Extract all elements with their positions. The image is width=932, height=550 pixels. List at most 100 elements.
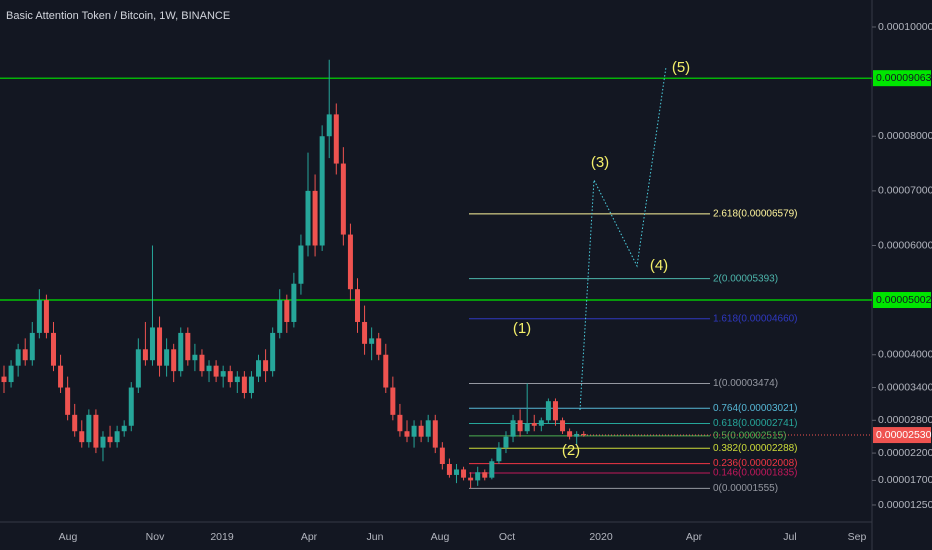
- candle-body: [220, 371, 226, 377]
- fib-label: 0(0.00001555): [713, 483, 778, 494]
- y-tick-label: 0.00004000: [878, 349, 932, 361]
- fib-label: 0.236(0.00002008): [713, 458, 798, 469]
- x-tick-label: Aug: [59, 531, 78, 543]
- candle-body: [178, 332, 184, 372]
- candle-body: [128, 387, 134, 426]
- candle-body: [531, 423, 537, 426]
- candle-body: [29, 332, 35, 361]
- candle-body: [277, 300, 283, 333]
- fib-label: 1.618(0.00004660): [713, 313, 798, 324]
- candle-body: [453, 469, 459, 475]
- candle-body: [340, 163, 346, 235]
- candle-body: [227, 371, 233, 383]
- fib-label: 2.618(0.00006579): [713, 209, 798, 220]
- candle-body: [574, 433, 580, 437]
- y-tick-label: 0.00010000: [878, 21, 932, 33]
- candle-body: [383, 354, 389, 388]
- candle-body: [157, 327, 163, 366]
- fib-label: 1(0.00003474): [713, 378, 778, 389]
- candle-body: [390, 387, 396, 415]
- x-tick-label: Jun: [367, 531, 384, 543]
- candle-body: [369, 338, 375, 344]
- candle-body: [517, 420, 523, 432]
- candle-body: [567, 431, 573, 437]
- x-tick-label: Oct: [499, 531, 515, 543]
- candle-body: [326, 114, 332, 137]
- wave-label: (1): [513, 320, 531, 337]
- y-tick-label: 0.00001250: [878, 499, 932, 511]
- candle-body: [418, 425, 424, 437]
- candle-body: [496, 447, 502, 462]
- candle-body: [241, 376, 247, 393]
- x-tick-label: Aug: [431, 531, 450, 543]
- candle-body: [171, 349, 177, 372]
- wave-label: (2): [562, 442, 580, 459]
- candle-body: [560, 420, 566, 432]
- candle-body: [185, 332, 191, 361]
- candle-body: [468, 477, 474, 481]
- candle-body: [355, 289, 360, 322]
- candle-body: [22, 349, 28, 361]
- candle-body: [36, 300, 42, 333]
- price-label-bg: [873, 70, 931, 87]
- candle-body: [142, 349, 148, 361]
- candle-body: [100, 436, 106, 448]
- candle-body: [333, 114, 339, 164]
- y-tick-label: 0.00003400: [878, 381, 932, 393]
- candle-body: [432, 420, 438, 448]
- candle-body: [538, 420, 544, 426]
- candle-body: [319, 136, 325, 246]
- x-tick-label: Sep: [848, 531, 867, 543]
- candle-body: [347, 234, 353, 290]
- fib-label: 0.146(0.00001835): [713, 468, 798, 479]
- price-label: 0.00009063: [876, 72, 932, 84]
- candle-body: [510, 420, 516, 437]
- candle-body: [263, 360, 269, 372]
- candle-body: [135, 349, 141, 388]
- fib-label: 0.764(0.00003021): [713, 403, 798, 414]
- candle-body: [298, 245, 304, 284]
- candle-body: [114, 431, 120, 443]
- candle-body: [489, 461, 495, 478]
- fib-label: 0.5(0.00002515): [713, 431, 786, 442]
- x-tick-label: 2020: [589, 531, 613, 543]
- wave-label: (3): [591, 154, 609, 171]
- candle-body: [524, 423, 530, 432]
- y-tick-label: 0.00007000: [878, 185, 932, 197]
- candle-body: [192, 354, 198, 361]
- candle-body: [581, 433, 587, 436]
- candle-body: [248, 376, 254, 393]
- candle-body: [482, 472, 488, 478]
- candle-body: [552, 401, 558, 421]
- x-tick-label: Apr: [301, 531, 318, 543]
- price-label: 0.00005002: [876, 294, 932, 306]
- candle-body: [256, 360, 262, 377]
- fib-label: 2(0.00005393): [713, 273, 778, 284]
- candle-body: [425, 420, 431, 437]
- fib-label: 0.382(0.00002288): [713, 443, 798, 454]
- candle-body: [305, 190, 311, 246]
- candle-body: [404, 431, 410, 437]
- chart-title: Basic Attention Token / Bitcoin, 1W, BIN…: [6, 10, 230, 22]
- x-tick-label: Nov: [146, 531, 165, 543]
- candle-body: [234, 376, 240, 383]
- candle-body: [50, 332, 56, 366]
- wave-label: (4): [650, 257, 668, 274]
- candle-body: [65, 387, 71, 415]
- candle-body: [199, 354, 205, 372]
- y-tick-label: 0.00002800: [878, 414, 932, 426]
- x-tick-label: Jul: [783, 531, 796, 543]
- y-tick-label: 0.00008000: [878, 130, 932, 142]
- candle-body: [86, 414, 92, 443]
- candle-body: [411, 425, 417, 437]
- candle-body: [461, 469, 467, 478]
- candle-body: [107, 436, 113, 443]
- candle-body: [376, 338, 382, 355]
- candle-body: [312, 190, 318, 246]
- candle-body: [397, 414, 403, 432]
- y-tick-label: 0.00001700: [878, 474, 932, 486]
- last-price-bg: [873, 427, 931, 444]
- candle-body: [58, 365, 64, 388]
